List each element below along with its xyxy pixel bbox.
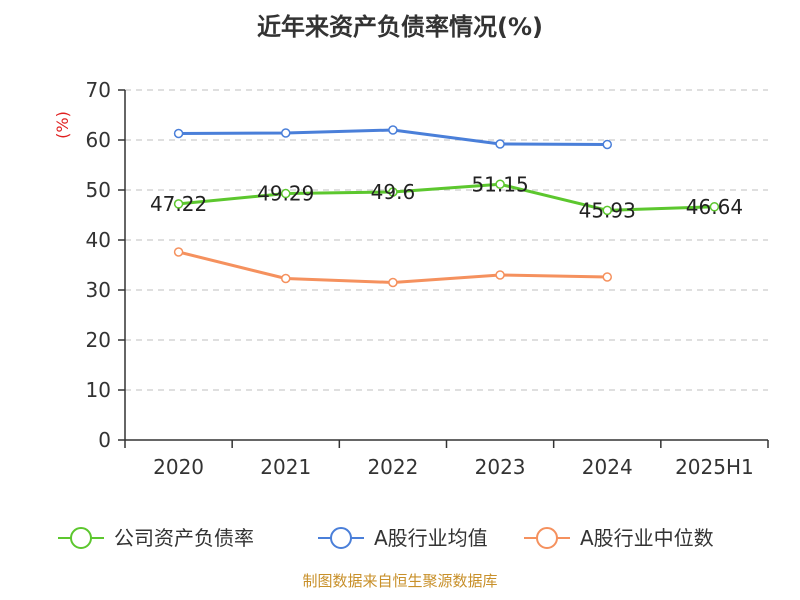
x-tick-label-2021: 2021	[260, 455, 311, 479]
point-s2-2024	[602, 272, 612, 282]
point-s1-2021	[281, 128, 291, 138]
legend-label-0: 公司资产负债率	[114, 526, 254, 550]
x-tick-label-2024: 2024	[582, 455, 633, 479]
point-s2-2021	[281, 273, 291, 284]
data-label-2023: 51.15	[471, 172, 528, 196]
axes: 0 10 20 30 40 50 60 70 2020 2021 2022 2023 2024 2025H…	[86, 78, 769, 479]
data-label-2020: 47.22	[150, 192, 207, 216]
y-tick-label-30: 30	[86, 278, 111, 302]
point-s2-2020	[173, 247, 184, 257]
y-axis-unit: (%)	[53, 111, 72, 139]
point-s0-2025H1	[709, 202, 720, 212]
data-label-2021: 49.29	[257, 182, 314, 206]
data-source-note: 制图数据来自恒生聚源数据库	[302, 572, 497, 590]
point-s1-2020	[173, 128, 184, 139]
point-s0-2022	[388, 187, 398, 197]
x-tick-label-2020: 2020	[153, 455, 204, 479]
x-tick-label-2025H1: 2025H1	[675, 455, 754, 479]
data-label-2025H1: 46.64	[686, 195, 743, 219]
point-s0-2020	[173, 199, 184, 209]
y-tick-label-10: 10	[86, 378, 111, 402]
legend-label-2: A股行业中位数	[580, 526, 714, 550]
point-s1-2023	[495, 139, 505, 149]
x-tick-label-2022: 2022	[367, 455, 418, 479]
y-tick-label-50: 50	[86, 178, 111, 202]
chart-title: 近年来资产负债率情况(%)	[257, 13, 543, 41]
series-line-0	[178, 182, 715, 212]
y-tick-label-40: 40	[86, 228, 111, 252]
legend-marker-0	[70, 527, 92, 549]
data-labels: 47.22 49.29 49.6 51.15 45.93 46.64	[150, 172, 743, 222]
legend-marker-1	[330, 527, 352, 549]
legend[interactable]: 公司资产负债率 A股行业均值 A股行业中位数	[58, 526, 714, 550]
y-tick-label-0: 0	[98, 428, 111, 452]
x-tick-label-2023: 2023	[475, 455, 526, 479]
point-s1-2022	[388, 125, 398, 135]
series-group	[173, 125, 720, 288]
point-s0-2023	[495, 179, 505, 189]
point-s2-2023	[495, 270, 505, 280]
y-tick-label-60: 60	[86, 128, 111, 152]
point-s1-2024	[602, 139, 612, 150]
point-s0-2021	[281, 188, 291, 199]
y-tick-label-70: 70	[86, 78, 111, 102]
legend-label-1: A股行业均值	[374, 526, 488, 550]
data-label-2024: 45.93	[579, 198, 636, 222]
data-label-2022: 49.6	[371, 180, 416, 204]
gridlines	[125, 89, 768, 391]
point-s2-2022	[388, 277, 398, 288]
legend-marker-2	[536, 527, 558, 549]
point-s0-2024	[602, 205, 612, 216]
y-tick-label-20: 20	[86, 328, 111, 352]
